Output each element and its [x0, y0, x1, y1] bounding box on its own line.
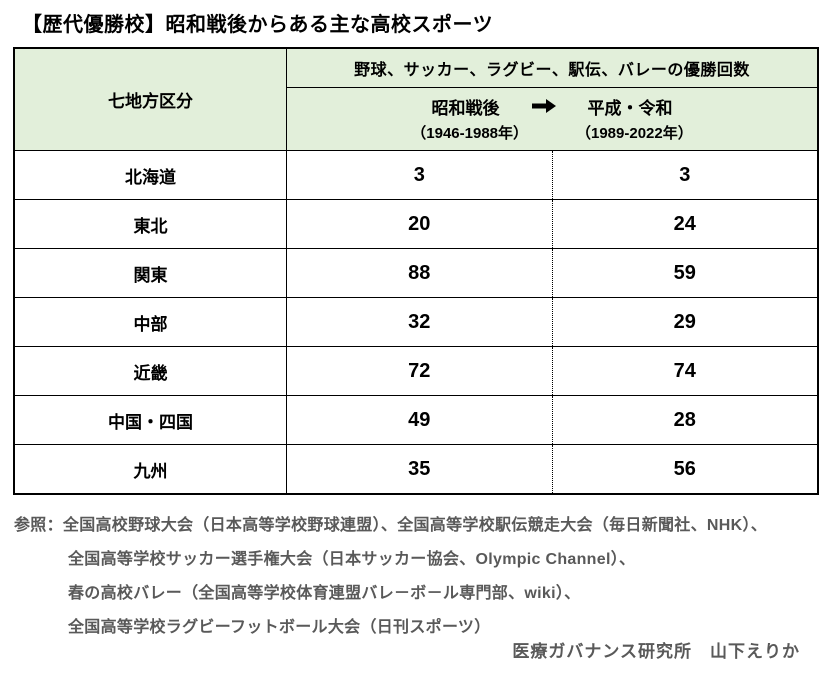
table-row: 関東 88 59: [15, 248, 817, 297]
championships-table: 七地方区分 野球、サッカー、ラグビー、駅伝、バレーの優勝回数 昭和戦後 平成・令…: [13, 47, 819, 495]
heisei-count-cell: 56: [673, 457, 696, 480]
table-row: 北海道 3 3: [15, 150, 817, 199]
page-title: 【歴代優勝校】昭和戦後からある主な高校スポーツ: [22, 14, 494, 36]
source-note-line: 全国高等学校ラグビーフットボール大会（日刊スポーツ）: [68, 619, 491, 636]
heisei-count-cell: 29: [673, 310, 696, 333]
showa-count-cell: 20: [287, 200, 553, 248]
heisei-count-cell: 3: [679, 163, 691, 186]
table-row: 東北 20 24: [15, 199, 817, 248]
region-cell: 九州: [15, 445, 287, 493]
heisei-count-cell: 28: [673, 408, 696, 431]
showa-count-cell: 88: [287, 249, 553, 297]
period-to-years: （1989-2022年）: [576, 124, 693, 142]
heisei-count-cell: 59: [673, 261, 696, 284]
period-from-label: 昭和戦後: [431, 98, 500, 118]
table-row: 中国・四国 49 28: [15, 395, 817, 444]
author-credit: 医療ガバナンス研究所 山下えりか: [512, 642, 800, 661]
region-column-header: 七地方区分: [15, 49, 287, 150]
period-from-years: （1946-1988年）: [411, 124, 528, 142]
showa-count-cell: 3: [287, 151, 553, 199]
period-to-label: 平成・令和: [587, 98, 673, 118]
table-row: 中部 32 29: [15, 297, 817, 346]
source-note-line: 全国高等学校サッカー選手権大会（日本サッカー協会、Olympic Channel…: [68, 551, 636, 568]
table-body: 北海道 3 3 東北 20 24 関東 88 59 中部 32 29 近畿 72…: [15, 150, 817, 493]
region-cell: 中国・四国: [15, 396, 287, 444]
showa-count-cell: 72: [287, 347, 553, 395]
span-header: 野球、サッカー、ラグビー、駅伝、バレーの優勝回数: [287, 49, 817, 88]
heisei-count-cell: 74: [673, 359, 696, 382]
table-row: 近畿 72 74: [15, 346, 817, 395]
table-row: 九州 35 56: [15, 444, 817, 493]
source-note-line: 参照：全国高校野球大会（日本高等学校野球連盟）、全国高等学校駅伝競走大会（毎日新…: [14, 517, 768, 534]
region-cell: 東北: [15, 200, 287, 248]
period-year-ranges: （1946-1988年） （1989-2022年）: [287, 119, 817, 145]
region-cell: 関東: [15, 249, 287, 297]
showa-count-cell: 35: [287, 445, 553, 493]
source-notes: 参照：全国高校野球大会（日本高等学校野球連盟）、全国高等学校駅伝競走大会（毎日新…: [14, 509, 822, 645]
table-header: 七地方区分 野球、サッカー、ラグビー、駅伝、バレーの優勝回数 昭和戦後 平成・令…: [15, 49, 817, 150]
showa-count-cell: 49: [287, 396, 553, 444]
showa-count-cell: 32: [287, 298, 553, 346]
heisei-count-cell: 24: [673, 212, 696, 235]
source-note-line: 春の高校バレー（全国高等学校体育連盟バレ－ボ－ル専門部、wiki）、: [68, 585, 581, 602]
period-headers: 昭和戦後 平成・令和 （1946-1988年） （1989-2022年）: [287, 88, 817, 150]
region-cell: 近畿: [15, 347, 287, 395]
period-labels: 昭和戦後 平成・令和: [287, 93, 817, 119]
data-column-headers: 野球、サッカー、ラグビー、駅伝、バレーの優勝回数 昭和戦後 平成・令和: [287, 49, 817, 150]
right-arrow-icon: [531, 99, 556, 113]
region-cell: 中部: [15, 298, 287, 346]
region-cell: 北海道: [15, 151, 287, 199]
